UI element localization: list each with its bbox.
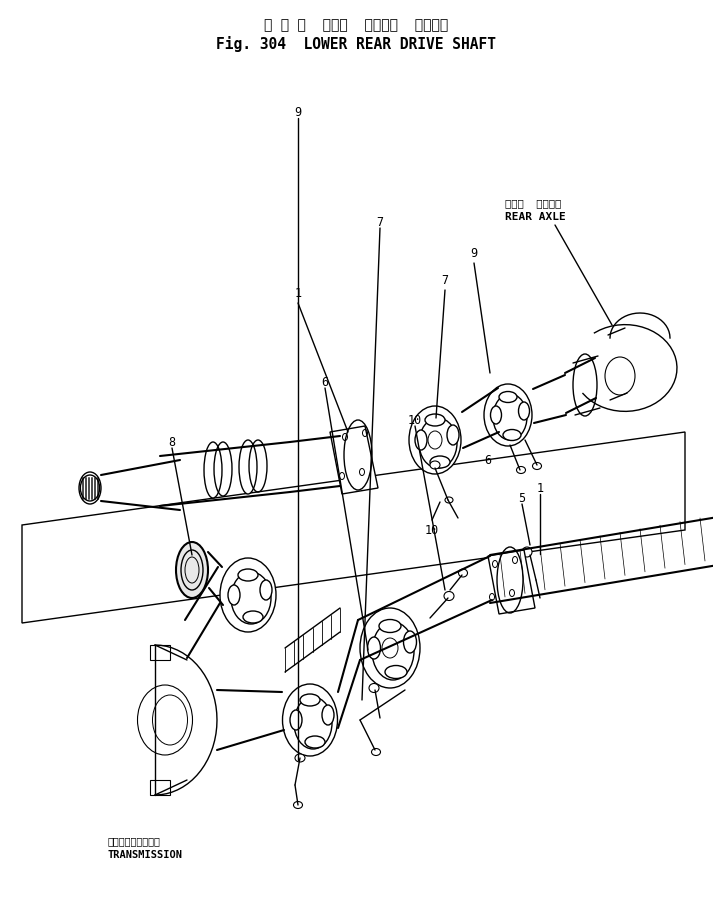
Ellipse shape bbox=[371, 748, 381, 756]
Ellipse shape bbox=[204, 442, 222, 498]
Ellipse shape bbox=[239, 440, 257, 494]
Ellipse shape bbox=[282, 684, 337, 756]
Text: REAR AXLE: REAR AXLE bbox=[505, 212, 565, 222]
Text: 1: 1 bbox=[294, 287, 302, 300]
Text: 7: 7 bbox=[441, 273, 448, 287]
Text: 6: 6 bbox=[484, 453, 491, 466]
Ellipse shape bbox=[425, 414, 445, 426]
Ellipse shape bbox=[360, 608, 420, 688]
Ellipse shape bbox=[322, 705, 334, 725]
Text: リヤー  アクスル: リヤー アクスル bbox=[505, 198, 561, 208]
Ellipse shape bbox=[447, 425, 459, 445]
Ellipse shape bbox=[533, 462, 541, 470]
Text: ロ ワ ー  リヤー  ドライブ  シャフト: ロ ワ ー リヤー ドライブ シャフト bbox=[264, 18, 448, 32]
Ellipse shape bbox=[484, 384, 532, 446]
Ellipse shape bbox=[379, 620, 401, 633]
Text: 7: 7 bbox=[376, 215, 384, 228]
Ellipse shape bbox=[518, 402, 530, 420]
Text: 1: 1 bbox=[536, 481, 543, 494]
Ellipse shape bbox=[458, 569, 468, 577]
Ellipse shape bbox=[243, 611, 263, 623]
Ellipse shape bbox=[81, 475, 100, 501]
Ellipse shape bbox=[290, 710, 302, 730]
Polygon shape bbox=[488, 550, 535, 614]
Ellipse shape bbox=[238, 569, 258, 581]
Ellipse shape bbox=[404, 631, 416, 653]
Ellipse shape bbox=[573, 354, 597, 416]
Ellipse shape bbox=[409, 406, 461, 474]
Polygon shape bbox=[330, 426, 378, 494]
Ellipse shape bbox=[499, 392, 517, 403]
Text: 5: 5 bbox=[518, 491, 525, 504]
Ellipse shape bbox=[176, 542, 208, 598]
Ellipse shape bbox=[300, 694, 320, 706]
Text: 10: 10 bbox=[408, 414, 422, 426]
Ellipse shape bbox=[503, 430, 521, 441]
Ellipse shape bbox=[516, 466, 525, 473]
Text: Fig. 304  LOWER REAR DRIVE SHAFT: Fig. 304 LOWER REAR DRIVE SHAFT bbox=[216, 36, 496, 52]
Ellipse shape bbox=[444, 592, 454, 601]
Text: 9: 9 bbox=[294, 106, 302, 119]
Text: 9: 9 bbox=[471, 246, 478, 260]
Ellipse shape bbox=[430, 461, 440, 469]
Ellipse shape bbox=[430, 456, 450, 468]
Ellipse shape bbox=[295, 754, 305, 762]
Text: 6: 6 bbox=[322, 376, 329, 388]
Ellipse shape bbox=[260, 580, 272, 600]
Ellipse shape bbox=[305, 736, 325, 748]
Ellipse shape bbox=[294, 802, 302, 808]
Ellipse shape bbox=[367, 637, 381, 659]
Text: 10: 10 bbox=[425, 523, 439, 537]
Ellipse shape bbox=[522, 547, 532, 557]
Ellipse shape bbox=[369, 683, 379, 692]
Text: 8: 8 bbox=[168, 435, 175, 449]
Ellipse shape bbox=[445, 497, 453, 503]
Text: トランスミッション: トランスミッション bbox=[108, 836, 161, 846]
Ellipse shape bbox=[491, 406, 501, 424]
Ellipse shape bbox=[220, 558, 276, 632]
Text: TRANSMISSION: TRANSMISSION bbox=[108, 850, 183, 860]
Ellipse shape bbox=[415, 430, 427, 450]
Ellipse shape bbox=[385, 665, 407, 679]
Ellipse shape bbox=[228, 585, 240, 605]
